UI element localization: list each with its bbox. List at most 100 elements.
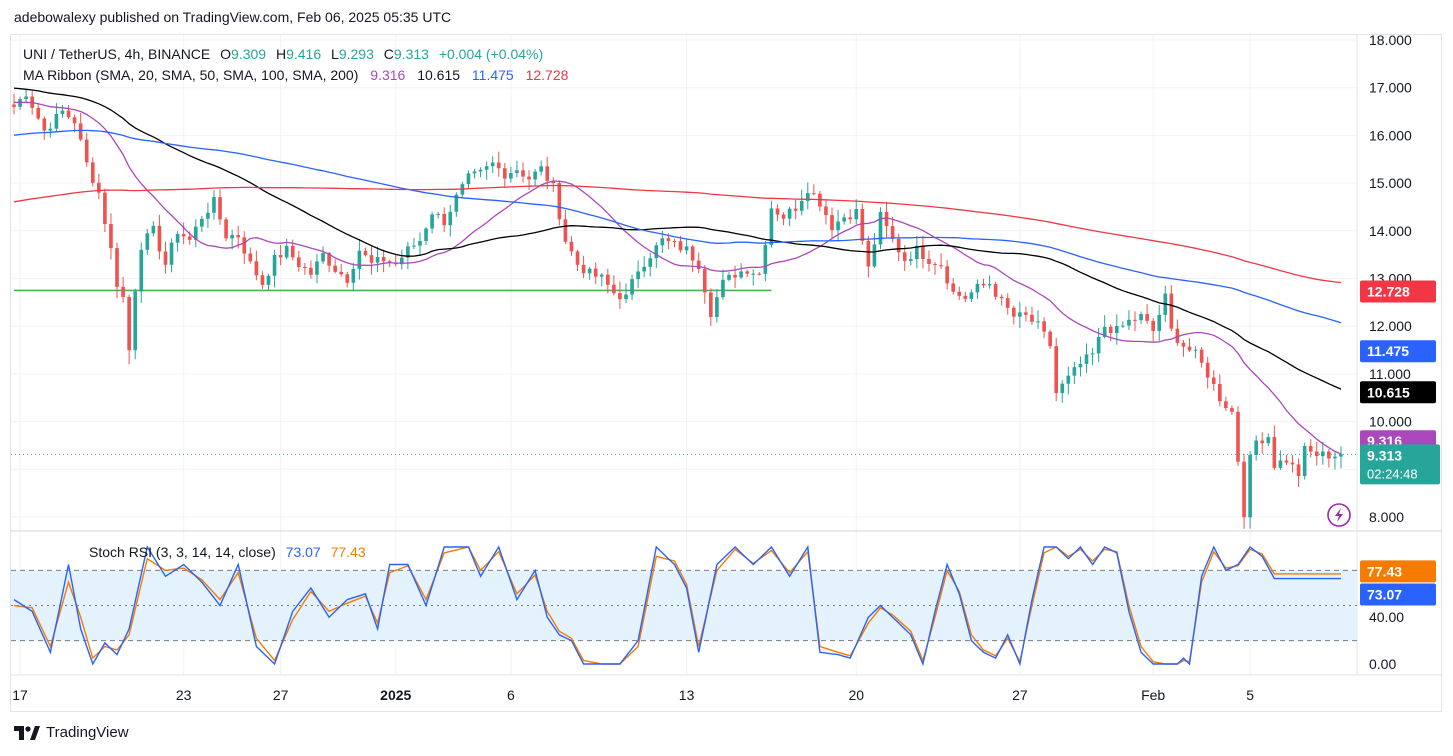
lightning-icon[interactable] (1327, 503, 1351, 527)
candle-body (799, 200, 804, 211)
candle-body (630, 279, 634, 295)
candle-body (169, 242, 174, 265)
candle-body (1296, 464, 1301, 477)
candle-body (1308, 445, 1313, 452)
candle-body (502, 168, 507, 179)
time-tick-label: 23 (176, 687, 192, 703)
candle-body (1036, 321, 1040, 323)
sma100-line (13, 129, 1342, 324)
tradingview-logo-icon[interactable] (14, 725, 40, 740)
candle-body (605, 274, 610, 285)
candle-body (921, 245, 925, 260)
candle-body (303, 266, 307, 268)
stoch-k-value: 73.07 (286, 544, 321, 560)
candle-body (812, 193, 816, 195)
candle-body (466, 173, 471, 185)
time-tick-label: 20 (848, 687, 864, 703)
candle-body (387, 261, 392, 263)
candle-body (1157, 314, 1162, 331)
candle-body (121, 286, 125, 297)
candle-body (1084, 354, 1089, 364)
candle-body (1011, 307, 1016, 317)
candle-body (575, 251, 580, 265)
candle-body (557, 183, 562, 220)
candle-body (484, 166, 489, 170)
candle-body (1181, 342, 1186, 347)
candle-body (654, 245, 659, 259)
legend-row-1: UNI / TetherUS, 4h, BINANCE O9.309 H9.41… (23, 46, 543, 62)
candle-body (684, 246, 689, 251)
candle-body (206, 212, 210, 219)
publisher-line: adebowalexy published on TradingView.com… (14, 9, 452, 25)
candle-body (321, 253, 325, 262)
candle-body (539, 166, 543, 172)
candle-body (775, 208, 780, 215)
candle-body (24, 96, 28, 99)
candle-body (1193, 349, 1198, 351)
candle-body (133, 291, 138, 351)
candle-body (1127, 319, 1131, 326)
candle-body (36, 107, 41, 119)
candle-body (805, 193, 810, 201)
candle-body (363, 250, 368, 256)
candle-body (999, 296, 1004, 299)
candle-body (1266, 437, 1271, 444)
candle-body (296, 257, 301, 267)
chart-canvas[interactable]: 18.00017.00016.00015.00014.00013.00012.0… (11, 32, 1441, 711)
candle-body (157, 225, 162, 252)
candle-body (1321, 451, 1325, 457)
candle-body (218, 197, 222, 220)
sma200-line (13, 184, 1342, 284)
candle-body (745, 271, 750, 274)
price-tick-label: 10.000 (1369, 414, 1412, 430)
candle-body (327, 253, 331, 266)
candle-body (224, 219, 228, 239)
candle-body (181, 234, 186, 237)
candle-body (1254, 440, 1258, 455)
candle-body (1187, 346, 1192, 351)
candle-body (890, 226, 895, 239)
candle-body (739, 271, 743, 278)
candle-body (315, 261, 319, 275)
candle-body (1278, 460, 1283, 468)
candle-body (248, 253, 253, 262)
candle-body (1205, 362, 1210, 378)
candle-body (200, 218, 204, 227)
candle-body (1211, 377, 1216, 384)
candle-body (769, 208, 774, 245)
candle-body (569, 241, 574, 252)
candle-body (642, 266, 646, 272)
candle-body (290, 245, 295, 258)
candle-body (1024, 312, 1028, 315)
time-tick-label: Feb (1141, 687, 1165, 703)
candle-body (781, 214, 786, 219)
legend-close-label: C (384, 46, 394, 62)
candle-body (66, 110, 71, 118)
legend-low: 9.293 (339, 46, 374, 62)
candle-body (599, 274, 604, 277)
candle-body (1302, 445, 1307, 477)
candle-body (242, 237, 247, 254)
time-tick-label: 2025 (380, 687, 411, 703)
stoch-tick-label: 0.00 (1369, 656, 1396, 672)
candle-body (1290, 462, 1295, 465)
time-tick-label: 27 (273, 687, 289, 703)
price-tick-label: 14.000 (1369, 223, 1412, 239)
candle-body (933, 263, 937, 266)
candle-body (1339, 454, 1343, 457)
candle-body (48, 128, 53, 131)
candle-body (1230, 408, 1234, 412)
sma50-badge-label: 10.615 (1367, 384, 1410, 400)
price-tick-label: 15.000 (1369, 175, 1412, 191)
candle-body (418, 240, 422, 246)
stoch-title: Stoch RSI (3, 3, 14, 14, close) (89, 544, 276, 560)
candle-body (896, 238, 901, 253)
candle-body (1121, 325, 1125, 327)
candle-body (109, 224, 113, 249)
candle-body (1248, 454, 1252, 518)
candle-body (193, 226, 198, 240)
tradingview-brand[interactable]: TradingView (46, 724, 129, 741)
candle-body (854, 209, 859, 220)
price-tick-label: 18.000 (1369, 35, 1412, 48)
price-tick-label: 11.000 (1369, 366, 1411, 382)
